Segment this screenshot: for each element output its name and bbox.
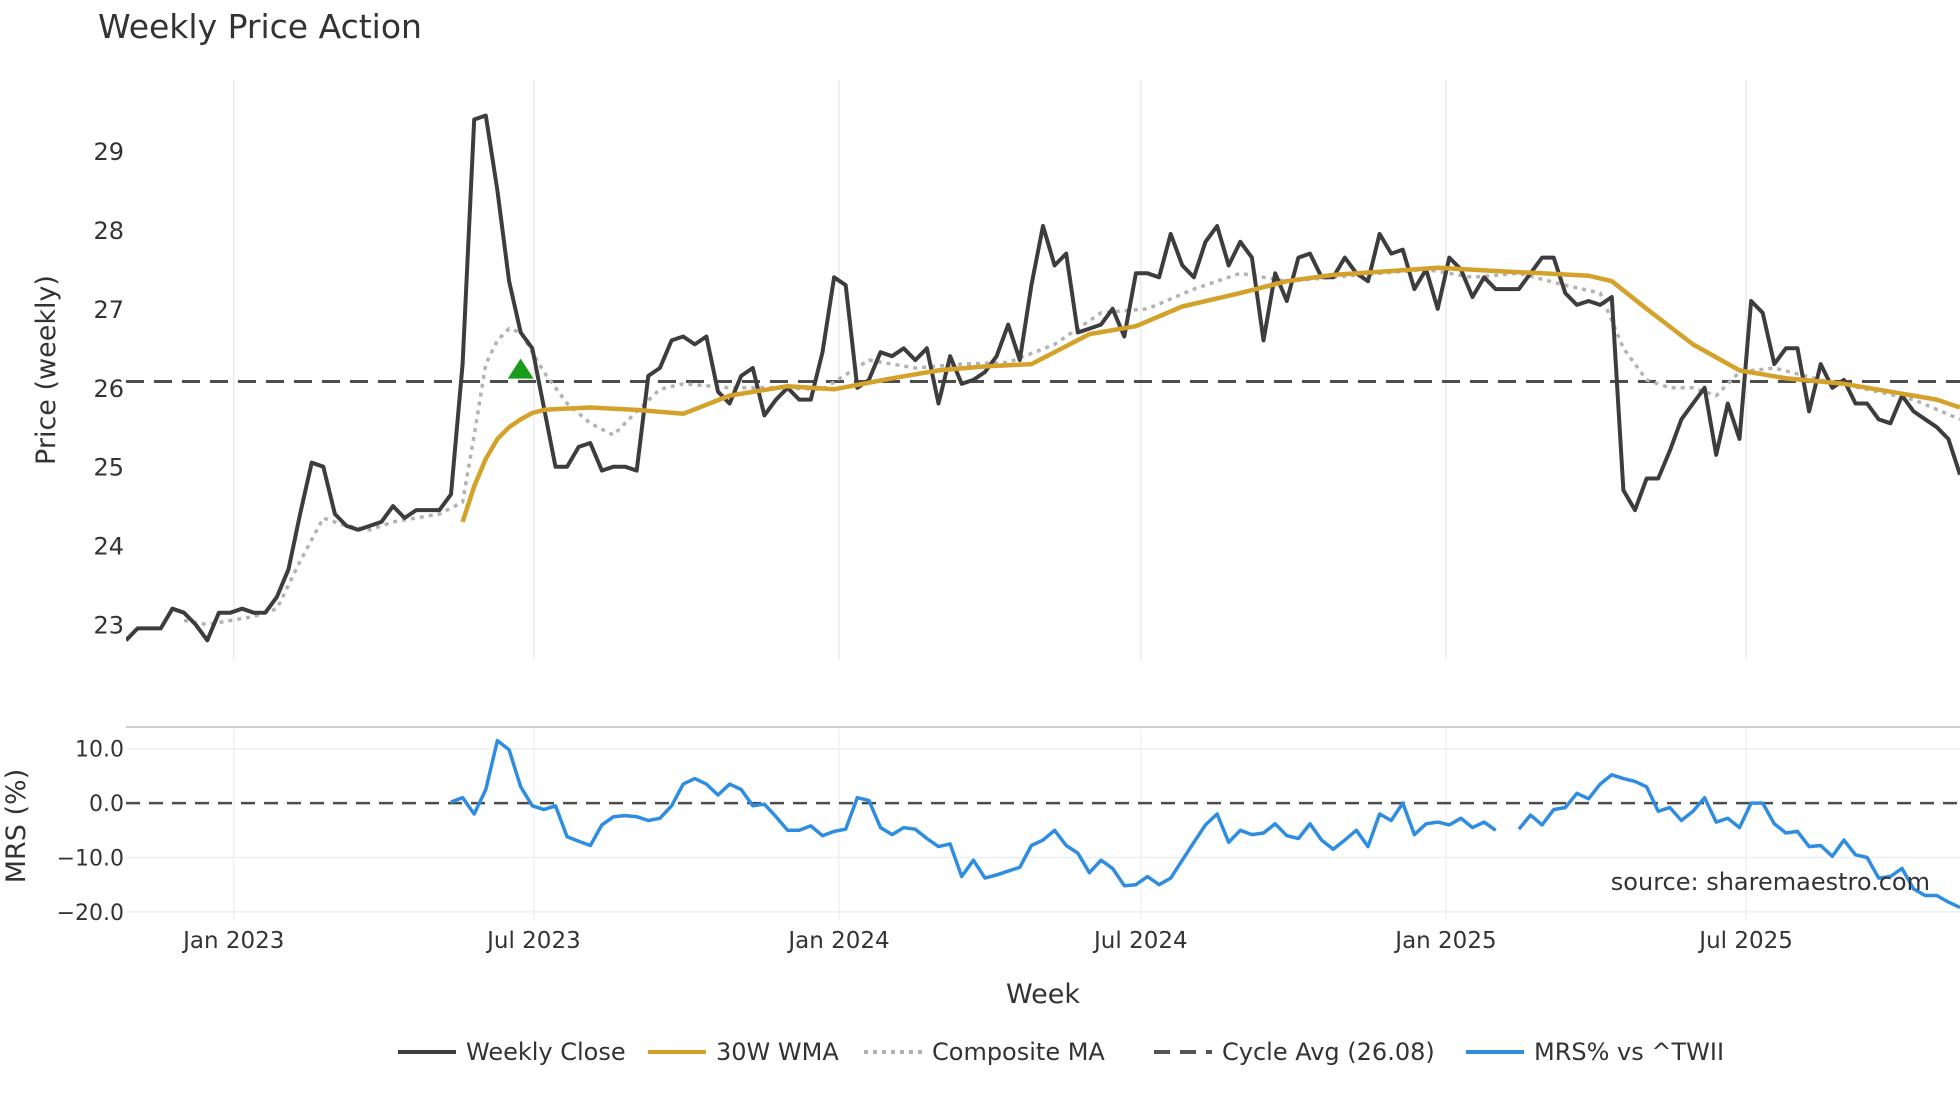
mrs-y-ticks: 10.0 0.0 −10.0 −20.0 <box>57 738 124 926</box>
mrs-y-tick: −20.0 <box>57 901 124 926</box>
price-y-tick: 25 <box>93 454 124 482</box>
mrs-y-tick: 10.0 <box>75 738 124 763</box>
mrs-y-tick: 0.0 <box>89 792 124 817</box>
x-tick-label: Jan 2025 <box>1393 928 1496 954</box>
x-tick-label: Jul 2024 <box>1092 928 1188 954</box>
legend-label: MRS% vs ^TWII <box>1534 1038 1724 1066</box>
x-tick-label: Jul 2023 <box>485 928 581 954</box>
legend-item: Cycle Avg (26.08) <box>1154 1038 1435 1066</box>
mrs-series-group <box>126 738 1960 910</box>
source-annotation: source: sharemaestro.com <box>1611 868 1930 896</box>
x-tick-label: Jul 2025 <box>1697 928 1793 954</box>
mrs-line <box>450 738 1960 910</box>
legend-label: 30W WMA <box>716 1038 839 1066</box>
legend: Weekly Close 30W WMA Composite MA Cycle Avg… <box>398 1038 1724 1066</box>
mrs-y-tick: −10.0 <box>57 846 124 871</box>
weekly-close-line <box>126 113 1960 643</box>
price-y-tick: 23 <box>93 611 124 639</box>
x-tick-labels: Jan 2023 Jul 2023 Jan 2024 Jul 2024 Jan 2025… <box>181 928 1793 954</box>
legend-label: Cycle Avg (26.08) <box>1222 1038 1435 1066</box>
buy-signal-triangle <box>507 358 534 379</box>
legend-label: Weekly Close <box>466 1038 626 1066</box>
legend-label: Composite MA <box>932 1038 1105 1066</box>
x-tick-label: Jan 2024 <box>786 928 889 954</box>
legend-item: MRS% vs ^TWII <box>1466 1038 1724 1066</box>
wma-30w-line <box>460 265 1960 523</box>
price-y-tick: 29 <box>93 138 124 166</box>
price-y-tick: 26 <box>93 375 124 403</box>
chart-title: Weekly Price Action <box>98 7 422 46</box>
price-y-tick: 28 <box>93 217 124 245</box>
composite-ma-line <box>183 267 1960 627</box>
x-axis-label: Week <box>1006 979 1080 1010</box>
price-y-tick: 24 <box>93 533 124 561</box>
mrs-y-axis-label: MRS (%) <box>1 769 32 884</box>
legend-item: Composite MA <box>864 1038 1105 1066</box>
price-y-tick: 27 <box>93 296 124 324</box>
legend-item: Weekly Close <box>398 1038 626 1066</box>
price-y-axis-label: Price (weekly) <box>31 275 62 465</box>
price-y-ticks: 23 24 25 26 27 28 29 <box>93 138 124 639</box>
legend-item: 30W WMA <box>648 1038 839 1066</box>
mrs-panel-grid <box>126 729 1960 920</box>
x-tick-label: Jan 2023 <box>181 928 284 954</box>
price-series-group <box>126 113 1960 643</box>
